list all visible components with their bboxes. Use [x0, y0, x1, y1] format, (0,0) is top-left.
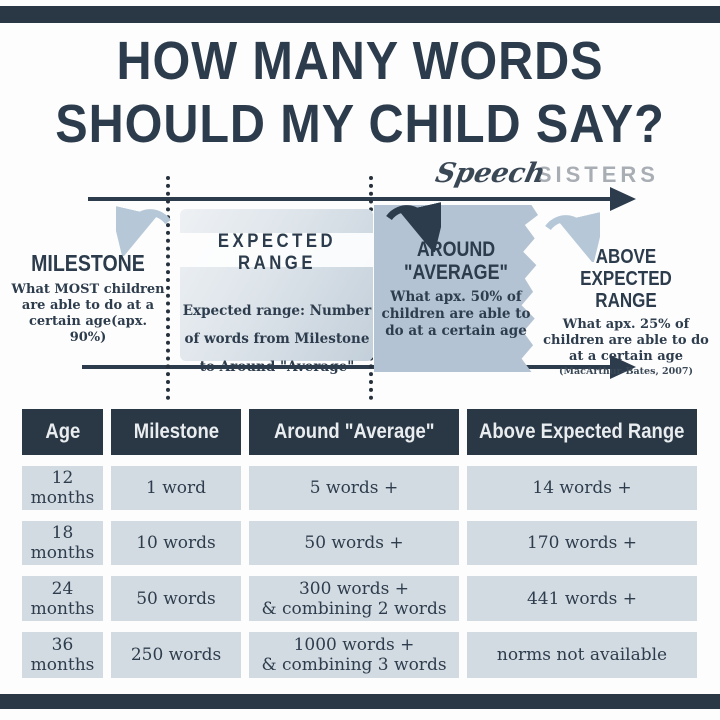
above-expected-range-description: What apx. 25% of children are able to do… [543, 317, 709, 364]
above-expected-range-segment: ABOVE EXPECTED RANGE What apx. 25% of ch… [542, 246, 710, 377]
expected-range-heading: EXPECTED RANGE [217, 231, 337, 274]
curved-arrow-milestone-icon [116, 206, 171, 256]
curved-arrow-above-range-icon [545, 212, 600, 262]
logo-script-text: Speech [432, 158, 549, 189]
page-title: HOW MANY WORDS SHOULD MY CHILD SAY? [36, 30, 684, 156]
table-cell-average-18mo: 50 words + [249, 521, 459, 565]
table-cell-milestone-36mo: 250 words [111, 632, 241, 678]
timeline-arrow-bottom-head-icon [610, 355, 636, 379]
expected-range-title-strip [180, 233, 373, 267]
milestones-table: Age Milestone Around "Average" Above Exp… [22, 409, 698, 678]
table-cell-average-36mo: 1000 words + & combining 3 words [249, 632, 459, 678]
table-cell-above-24mo: 441 words + [467, 576, 697, 621]
table-cell-milestone-24mo: 50 words [111, 576, 241, 621]
table-cell-average-24mo: 300 words + & combining 2 words [249, 576, 459, 621]
timeline-arrow-top-line [88, 197, 612, 201]
table-header-milestone: Milestone [111, 409, 241, 455]
above-expected-range-heading: ABOVE EXPECTED RANGE [580, 246, 672, 312]
curved-arrow-average-icon [386, 202, 441, 252]
top-border-bar [0, 6, 720, 23]
milestone-segment: MILESTONE What MOST children are able to… [10, 250, 166, 346]
table-cell-above-18mo: 170 words + [467, 521, 697, 565]
title-line-1: HOW MANY WORDS [116, 31, 604, 91]
timeline-arrow-bottom-line [82, 365, 612, 369]
expected-range-description: Expected range: Number of words from Mil… [182, 303, 372, 375]
expected-range-box [180, 209, 373, 361]
table-cell-above-12mo: 14 words + [467, 466, 697, 510]
table-header-above-expected-range: Above Expected Range [467, 409, 697, 455]
table-cell-age-36mo: 36 months [22, 632, 103, 678]
around-average-description: What apx. 50% of children are able to do… [381, 289, 531, 339]
timeline-arrow-top-head-icon [610, 187, 636, 211]
brand-logo: SpeechSISTERS [432, 158, 659, 189]
around-average-heading: AROUND "AVERAGE" [404, 238, 508, 284]
table-header-age: Age [22, 409, 103, 455]
milestone-description: What MOST children are able to do at a c… [11, 282, 165, 345]
table-cell-above-36mo: norms not available [467, 632, 697, 678]
citation-text: (MacArthur-Bates, 2007) [559, 366, 693, 377]
table-cell-age-18mo: 18 months [22, 521, 103, 565]
table-cell-average-12mo: 5 words + [249, 466, 459, 510]
title-line-2: SHOULD MY CHILD SAY? [55, 94, 665, 154]
table-cell-milestone-18mo: 10 words [111, 521, 241, 565]
logo-caps-text: SISTERS [536, 162, 659, 187]
around-average-segment: AROUND "AVERAGE" What apx. 50% of childr… [378, 238, 534, 340]
expected-range-segment: EXPECTED RANGE Expected range: Number of… [182, 231, 372, 381]
dotted-divider-left [166, 176, 170, 400]
table-cell-age-24mo: 24 months [22, 576, 103, 621]
table-cell-age-12mo: 12 months [22, 466, 103, 510]
table-cell-milestone-12mo: 1 word [111, 466, 241, 510]
bottom-border-bar [0, 694, 720, 709]
milestone-heading: MILESTONE [31, 250, 145, 276]
table-header-around-average: Around "Average" [249, 409, 459, 455]
